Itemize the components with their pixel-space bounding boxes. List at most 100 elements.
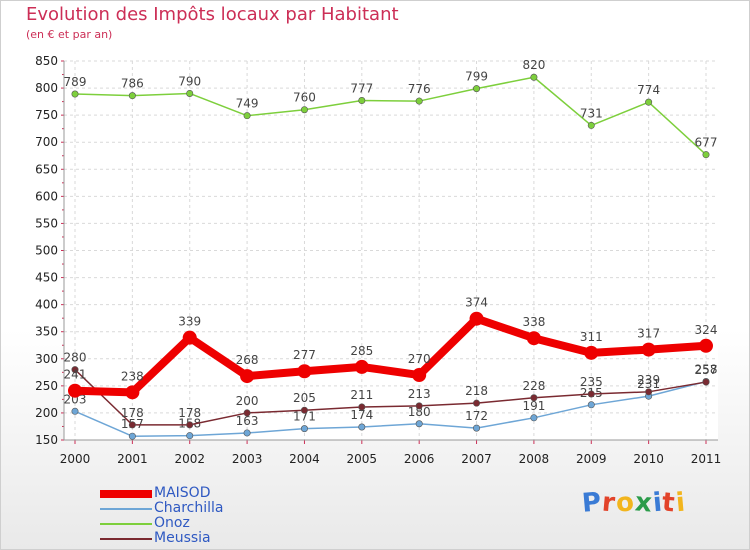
data-point-meussia [702, 378, 710, 386]
x-tick-label: 2006 [404, 452, 435, 466]
data-label-maisod: 277 [293, 348, 316, 362]
x-tick-label: 2007 [461, 452, 492, 466]
legend-item-onoz: Onoz [100, 516, 224, 531]
data-label-meussia: 228 [522, 379, 545, 393]
legend-item-meussia: Meussia [100, 531, 224, 546]
data-point-onoz [587, 121, 595, 129]
data-label-charchilla: 180 [408, 405, 431, 419]
series-line-charchilla [74, 380, 707, 437]
data-point-charchilla [530, 414, 538, 422]
data-label-maisod: 374 [465, 296, 488, 310]
data-label-meussia: 239 [637, 373, 660, 387]
data-label-maisod: 317 [637, 327, 660, 341]
legend-swatch [100, 507, 152, 510]
y-tick-label: 400 [35, 298, 58, 312]
data-label-onoz: 777 [350, 82, 373, 96]
legend-label: MAISOD [154, 485, 211, 501]
data-label-charchilla: 171 [293, 410, 316, 424]
logo-letter: x [633, 487, 654, 519]
y-tick-label: 700 [35, 135, 58, 149]
data-label-charchilla: 174 [350, 408, 373, 422]
x-tick-label: 2004 [289, 452, 320, 466]
data-label-onoz: 786 [121, 77, 144, 91]
data-point-onoz [358, 97, 366, 105]
data-label-maisod: 268 [236, 353, 259, 367]
data-point-onoz [243, 112, 251, 120]
x-tick-label: 2005 [347, 452, 378, 466]
data-point-onoz [415, 97, 423, 105]
data-point-meussia [645, 388, 653, 396]
y-tick-label: 750 [35, 108, 58, 122]
y-tick-label: 500 [35, 244, 58, 258]
legend-swatch [100, 489, 152, 498]
series-line-meussia [74, 368, 707, 426]
data-label-charchilla: 191 [522, 399, 545, 413]
data-label-maisod: 285 [350, 344, 373, 358]
data-label-maisod: 339 [178, 315, 201, 329]
data-label-charchilla: 231 [637, 377, 660, 391]
y-tick-label: 450 [35, 271, 58, 285]
data-label-maisod: 241 [64, 368, 87, 382]
data-point-onoz [645, 98, 653, 106]
data-label-onoz: 749 [236, 97, 259, 111]
data-point-maisod [240, 369, 255, 384]
data-point-maisod [297, 364, 312, 379]
data-point-onoz [128, 92, 136, 100]
data-point-maisod [699, 338, 713, 353]
data-point-meussia [415, 402, 423, 410]
y-tick-label: 550 [35, 216, 58, 230]
data-label-meussia: 178 [121, 406, 144, 420]
data-label-onoz: 731 [580, 106, 603, 120]
legend-label: Onoz [154, 515, 190, 531]
data-point-meussia [530, 394, 538, 402]
data-point-meussia [358, 403, 366, 411]
legend-label: Charchilla [154, 500, 224, 516]
data-label-maisod: 338 [522, 315, 545, 329]
data-point-maisod [182, 330, 197, 345]
data-point-meussia [186, 421, 194, 429]
data-label-meussia: 280 [64, 351, 87, 365]
data-label-meussia: 211 [350, 388, 373, 402]
series-line-maisod [71, 314, 710, 397]
chart-legend: MAISOD Charchilla Onoz Meussia [100, 486, 224, 546]
data-point-charchilla [587, 401, 595, 409]
y-tick-label: 850 [35, 54, 58, 68]
data-point-meussia [71, 366, 79, 374]
x-tick-label: 2010 [633, 452, 664, 466]
data-point-onoz [71, 90, 79, 98]
legend-item-maisod: MAISOD [100, 486, 224, 501]
x-tick-label: 2001 [117, 452, 148, 466]
data-point-maisod [354, 359, 369, 374]
data-label-maisod: 324 [695, 323, 718, 337]
data-point-maisod [641, 342, 656, 357]
data-point-charchilla [300, 425, 308, 433]
data-label-charchilla: 258 [695, 363, 718, 377]
x-tick-label: 2000 [60, 452, 91, 466]
x-tick-label: 2002 [174, 452, 205, 466]
data-point-charchilla [128, 432, 136, 440]
logo-letter: i [674, 487, 688, 519]
y-tick-label: 350 [35, 325, 58, 339]
data-label-onoz: 776 [408, 82, 431, 96]
data-label-onoz: 774 [637, 83, 660, 97]
data-label-onoz: 760 [293, 91, 316, 105]
y-tick-label: 250 [35, 379, 58, 393]
data-point-meussia [587, 390, 595, 398]
x-tick-label: 2003 [232, 452, 263, 466]
data-point-onoz [473, 85, 481, 93]
data-point-maisod [125, 385, 140, 400]
data-point-onoz [530, 73, 538, 81]
data-label-charchilla: 163 [236, 414, 259, 428]
data-label-onoz: 789 [64, 75, 87, 89]
data-label-maisod: 311 [580, 330, 603, 344]
data-point-maisod [412, 368, 427, 383]
y-tick-label: 300 [35, 352, 58, 366]
data-point-charchilla [71, 407, 79, 415]
x-tick-label: 2009 [576, 452, 607, 466]
data-label-meussia: 178 [178, 406, 201, 420]
data-point-charchilla [473, 424, 481, 432]
data-point-maisod [469, 311, 484, 326]
data-label-meussia: 205 [293, 391, 316, 405]
data-point-onoz [702, 151, 710, 159]
